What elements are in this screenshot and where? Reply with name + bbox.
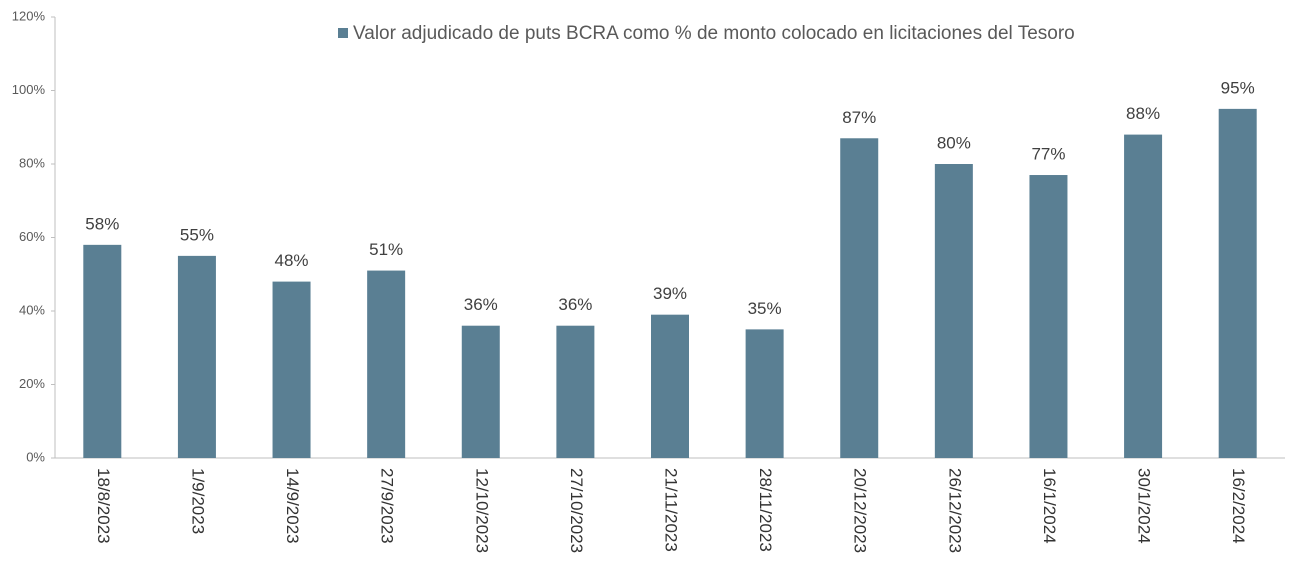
bar	[556, 325, 595, 458]
data-label: 80%	[937, 133, 971, 152]
x-tick-label: 16/1/2024	[1040, 468, 1059, 544]
y-tick-label: 100%	[12, 82, 46, 97]
bar	[745, 329, 784, 458]
bar	[840, 138, 879, 458]
x-tick-label: 14/9/2023	[283, 468, 302, 544]
y-tick-label: 60%	[19, 229, 45, 244]
x-tick-label: 28/11/2023	[756, 468, 775, 552]
x-tick-label: 16/2/2024	[1229, 468, 1248, 544]
bar	[177, 255, 216, 458]
bar	[1029, 175, 1068, 458]
data-label: 87%	[842, 108, 876, 127]
bar	[1124, 134, 1163, 458]
legend-swatch	[338, 28, 348, 38]
y-tick-label: 80%	[19, 155, 45, 170]
x-tick-label: 20/12/2023	[851, 468, 870, 553]
x-tick-label: 18/8/2023	[94, 468, 113, 544]
data-label: 95%	[1221, 78, 1255, 97]
bar	[1218, 108, 1257, 458]
data-label: 35%	[748, 299, 782, 318]
x-tick-label: 26/12/2023	[945, 468, 964, 553]
x-tick-label: 1/9/2023	[188, 468, 207, 534]
data-label: 36%	[558, 295, 592, 314]
bar	[272, 281, 311, 458]
y-tick-label: 0%	[26, 449, 45, 464]
legend-label: Valor adjudicado de puts BCRA como % de …	[353, 23, 1075, 44]
data-label: 36%	[464, 295, 498, 314]
bar	[83, 244, 122, 458]
bar	[651, 314, 689, 458]
x-tick-label: 27/9/2023	[378, 468, 397, 544]
bar	[461, 325, 500, 458]
x-tick-label: 27/10/2023	[567, 468, 586, 553]
bar	[367, 270, 406, 458]
data-label: 39%	[653, 284, 687, 303]
data-label: 58%	[85, 214, 119, 233]
y-tick-label: 40%	[19, 302, 45, 317]
data-label: 48%	[275, 251, 309, 270]
data-label: 55%	[180, 225, 214, 244]
x-tick-label: 21/11/2023	[662, 468, 681, 552]
data-label: 77%	[1031, 145, 1065, 164]
data-label: 51%	[369, 240, 403, 259]
y-tick-label: 20%	[19, 376, 45, 391]
data-label: 88%	[1126, 104, 1160, 123]
bar	[934, 164, 973, 458]
x-tick-label: 30/1/2024	[1135, 468, 1154, 544]
y-tick-label: 120%	[12, 8, 46, 23]
x-tick-label: 12/10/2023	[472, 468, 491, 553]
